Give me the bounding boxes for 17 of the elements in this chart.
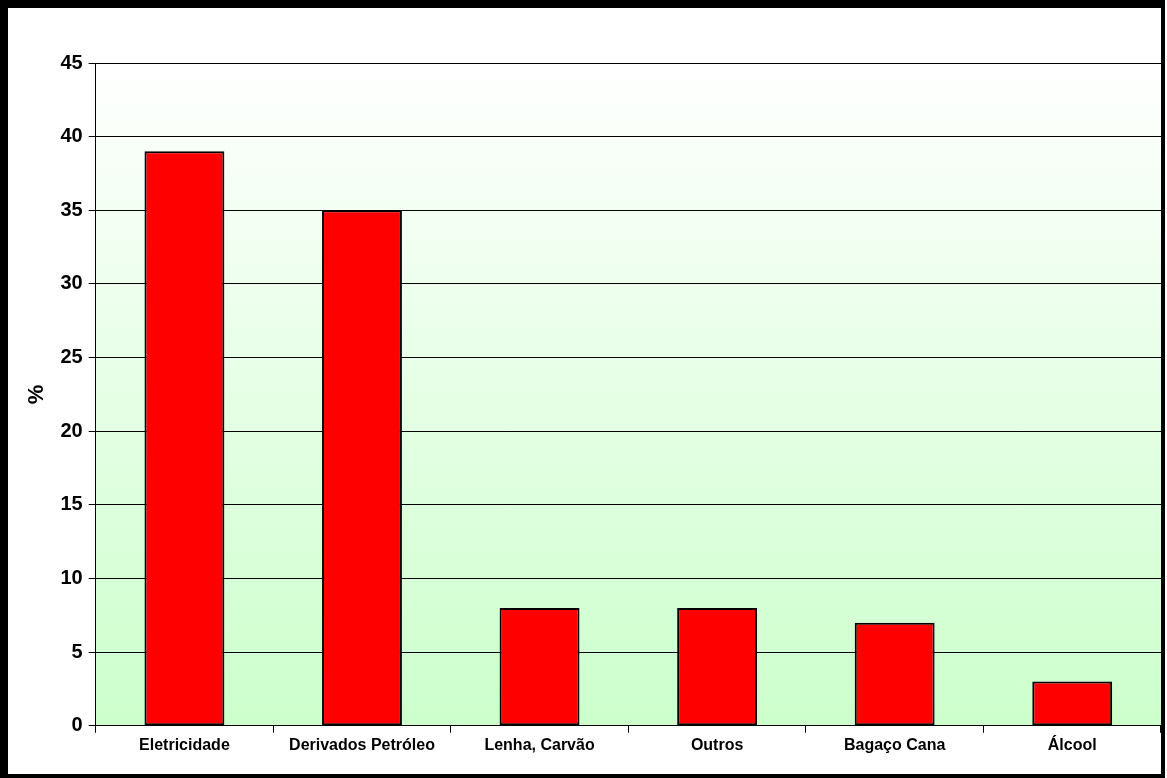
x-tick-label: Eletricidade xyxy=(139,735,230,753)
y-tick-label: 35 xyxy=(60,197,83,220)
y-tick-label: 10 xyxy=(60,566,83,589)
x-tick-label: Outros xyxy=(690,735,744,753)
y-tick-label: 20 xyxy=(60,418,83,441)
y-tick-label: 5 xyxy=(71,639,83,662)
x-tick-label: Derivados Petróleo xyxy=(289,735,436,753)
y-tick-label: 30 xyxy=(60,271,83,294)
x-tick-label: Bagaço Cana xyxy=(843,735,946,753)
y-tick-label: 40 xyxy=(60,124,83,147)
x-tick-label: Lenha, Carvão xyxy=(484,735,595,753)
x-tick-label: Álcool xyxy=(1047,734,1097,753)
y-tick-label: 25 xyxy=(60,345,83,368)
y-axis-title: % xyxy=(23,384,49,405)
y-tick-label: 0 xyxy=(71,713,83,736)
y-tick-label: 15 xyxy=(60,492,83,515)
y-tick-label: 45 xyxy=(60,50,83,73)
